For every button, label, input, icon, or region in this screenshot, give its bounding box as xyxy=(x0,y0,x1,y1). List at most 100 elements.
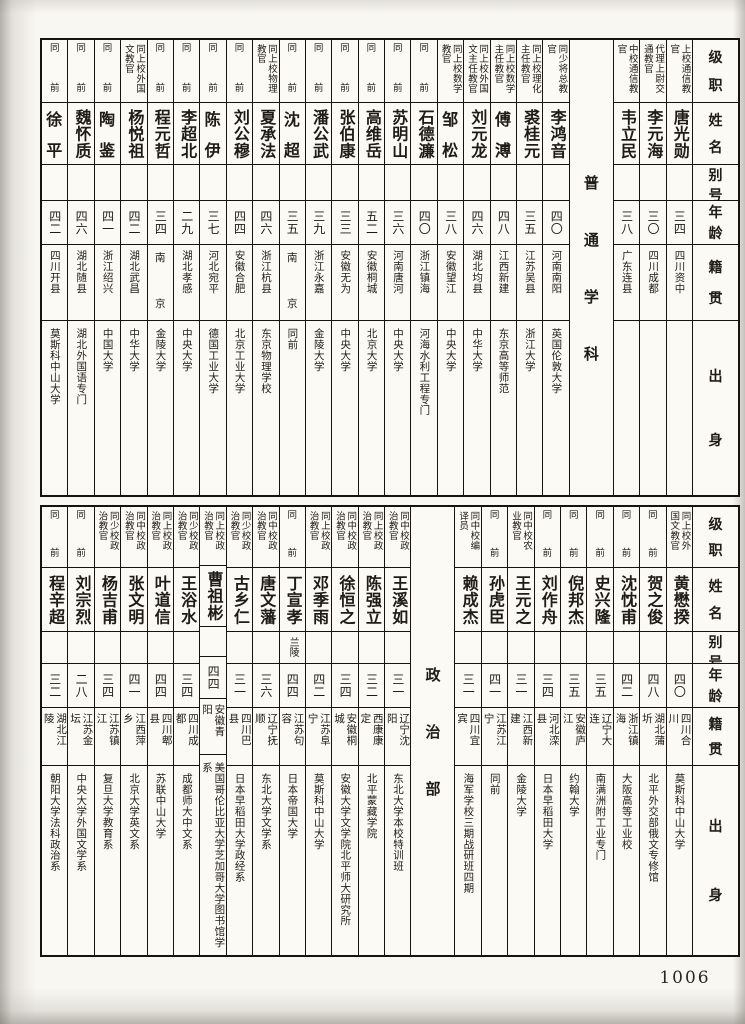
name-text: 徐平 xyxy=(46,106,63,161)
age-text: 四一 xyxy=(126,673,141,698)
age-cell: 四二 xyxy=(121,200,147,244)
name-text: 刘公穆 xyxy=(230,108,250,159)
age-text: 二九 xyxy=(179,210,194,235)
age-text: 四四 xyxy=(285,673,300,698)
rank-text: 同前 xyxy=(543,510,553,560)
name-cell: 刘宗烈 xyxy=(68,567,94,631)
age-cell: 五二 xyxy=(358,200,385,244)
origin-text: 英国伦敦大学 xyxy=(550,328,563,394)
origin-text: 莫斯科中山大学 xyxy=(673,773,686,850)
native-text: 江西新建 xyxy=(508,713,534,746)
native-cell: 浙江镇海 xyxy=(411,244,437,320)
origin-text: 中华大学 xyxy=(128,328,141,372)
age-text: 三一 xyxy=(232,673,247,698)
person-column: 同前石德濂 四〇 浙江镇海 河海水利工程专门 xyxy=(410,40,437,495)
char: 陈 xyxy=(204,110,222,129)
native-text: 西康康定 xyxy=(359,713,384,746)
rank-cell: 同上校数学主任教官 xyxy=(491,40,516,102)
native-cell: 江苏阜宁 xyxy=(305,707,332,765)
origin-text: 北平外交部俄文专修馆 xyxy=(647,773,660,883)
alias-cell xyxy=(640,631,666,663)
native-text: 四川成都 xyxy=(174,713,200,746)
origin-cell: 东北大学文学系 xyxy=(253,765,279,955)
name-text: 邓季雨 xyxy=(310,574,330,625)
origin-cell xyxy=(613,320,640,495)
age-cell: 三四 xyxy=(332,663,358,707)
rank-cell: 同前 xyxy=(535,507,560,567)
rank-text: 同上校外国文教官 xyxy=(668,511,691,551)
char: 同 xyxy=(313,43,324,54)
name-cell: 唐文藩 xyxy=(253,567,279,631)
name-text: 王溪如 xyxy=(389,574,409,625)
alias-cell xyxy=(226,631,253,663)
person-column: 同上校数学主任教官傅溥四八 江西新建 东京高等师范 xyxy=(489,40,517,495)
char: 同 xyxy=(419,43,429,54)
alias-cell xyxy=(279,164,305,200)
origin-text: 中央大学外国文学系 xyxy=(75,773,88,872)
person-column: 同上校政治教官 邓季雨 四二 江苏阜宁 莫斯科中山大学 xyxy=(304,507,332,955)
age-cell: 四〇 xyxy=(666,663,692,707)
char: 名 xyxy=(708,606,723,623)
native-cell: 江苏镇江 xyxy=(94,707,121,765)
origin-cell: 中央大学 xyxy=(332,320,358,495)
age-text: 三〇 xyxy=(645,210,660,235)
age-cell: 四〇 xyxy=(543,200,569,244)
native-cell: 四川合川 xyxy=(666,707,692,765)
char: 贯 xyxy=(708,742,723,759)
rank-text: 同前 xyxy=(182,43,192,95)
origin-text: 日本帝国大学 xyxy=(286,773,299,839)
age-cell: 二八 xyxy=(68,663,94,707)
name-cell: 张伯康 xyxy=(332,102,358,164)
name-cell: 石德濂 xyxy=(411,102,437,164)
char: 前 xyxy=(489,548,500,560)
native-text: 湖北蒲圻 xyxy=(640,713,666,746)
age-cell: 四六 xyxy=(253,200,279,244)
name-text: 高维岳 xyxy=(362,108,382,159)
age-cell: 三一 xyxy=(385,663,411,707)
name-text: 黄懋揆 xyxy=(670,574,690,625)
native-cell: 湖北均县 xyxy=(464,244,490,320)
char: 同 xyxy=(489,510,500,521)
origin-text: 东京高等师范 xyxy=(497,328,510,394)
rank-text: 代理上尉交通教官 xyxy=(641,44,665,94)
name-cell: 倪邦杰 xyxy=(561,567,587,631)
char: 同 xyxy=(76,510,86,521)
origin-text: 南满洲附工业专门 xyxy=(594,773,607,861)
native-cell: 江苏江宁 xyxy=(481,707,508,765)
native-cell: 四川郫县 xyxy=(147,707,173,765)
name-cell: 贺之俊 xyxy=(640,567,666,631)
name-text: 张伯康 xyxy=(336,108,356,159)
name-text: 裘桂元 xyxy=(521,108,541,159)
person-column: 同前陈伊三七 河北宛平 德国工业大学 xyxy=(199,40,226,495)
native-cell: 四川成都 xyxy=(640,244,666,320)
age-text: 四〇 xyxy=(417,210,432,235)
native-cell: 辽宁沈阳 xyxy=(385,707,411,765)
rank-text: 同前 xyxy=(208,43,218,95)
origin-cell: 南满洲附工业专门 xyxy=(587,765,613,955)
origin-cell: 日本帝国大学 xyxy=(279,765,305,955)
age-text: 三五 xyxy=(522,210,537,235)
person-column: 同中校政治教官 唐文藩 三六 辽宁抚顺 东北大学文学系 xyxy=(252,507,279,955)
rank-cell: 同少校政治教官 xyxy=(174,507,199,567)
char: 前 xyxy=(287,548,297,560)
name-cell: 徐平 xyxy=(42,102,68,164)
age-cell: 三八 xyxy=(437,200,464,244)
row-header-column: 级职姓名别号年龄籍贯出身 xyxy=(692,40,738,495)
section-label-cell: 政治部 xyxy=(411,507,454,955)
name-text: 傅溥 xyxy=(495,106,512,161)
person-column: 同上校政治教官 叶道信 四四 四川郫县 苏联中山大学 xyxy=(146,507,173,955)
person-column: 同上校理化主任教官 裘桂元 三五 江苏吴县 浙江大学 xyxy=(516,40,543,495)
native-text: 四川巴县 xyxy=(227,713,252,746)
name-cell: 韦立民 xyxy=(613,102,640,164)
age-cell: 三四 xyxy=(534,663,561,707)
native-cell: 浙江永嘉 xyxy=(305,244,332,320)
char: 学 xyxy=(583,287,599,306)
origin-text: 中国大学 xyxy=(101,328,114,372)
rank-cell: 同前 xyxy=(332,40,357,102)
origin-cell: 中央大学 xyxy=(173,320,200,495)
rank-cell: 同上校政治教官 xyxy=(148,507,173,567)
age-text: 四六 xyxy=(258,210,273,235)
origin-cell: 金陵大学 xyxy=(305,320,332,495)
person-column: 同少校政治教官 古乡仁 三一 四川巴县 日本早稻田大学政经系 xyxy=(225,507,253,955)
age-cell: 三二 xyxy=(42,663,68,707)
